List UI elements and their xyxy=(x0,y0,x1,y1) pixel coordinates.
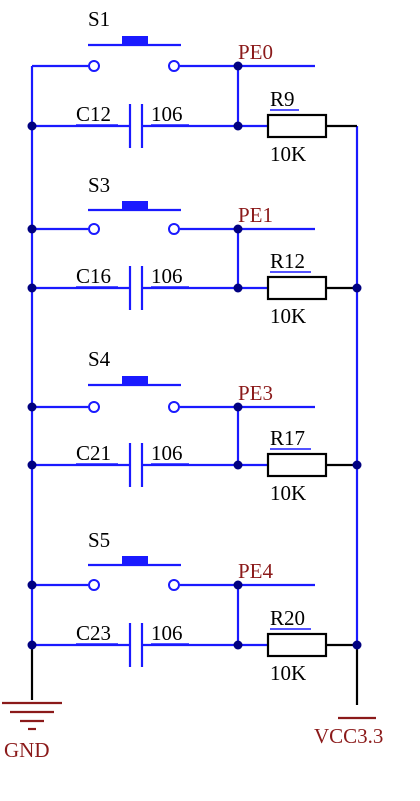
net-label: PE0 xyxy=(238,40,273,64)
switch-label: S5 xyxy=(88,528,110,552)
junction-dot xyxy=(27,283,37,293)
resistor-value: 10K xyxy=(270,661,306,685)
vcc-label: VCC3.3 xyxy=(314,724,383,748)
resistor-value: 10K xyxy=(270,142,306,166)
ground-label: GND xyxy=(4,738,50,762)
switch-label: S1 xyxy=(88,7,110,31)
capacitor-value: 106 xyxy=(151,621,183,645)
switch-actuator xyxy=(122,201,148,209)
switch-contact-left xyxy=(88,579,100,591)
ground-symbol xyxy=(2,701,62,731)
switch-contact-right xyxy=(168,223,180,235)
capacitor-label: C16 xyxy=(76,264,111,288)
resistor-label: R9 xyxy=(270,87,295,111)
junction-dot xyxy=(233,121,243,131)
switch-contact-left xyxy=(88,401,100,413)
capacitor-label: C21 xyxy=(76,441,111,465)
circuit-group-s1: S1 PE0 C12 106 R9 10K xyxy=(27,7,357,166)
switch-contact-left xyxy=(88,223,100,235)
capacitor-value: 106 xyxy=(151,441,183,465)
junction-dot xyxy=(233,224,243,234)
junction-dot xyxy=(27,580,37,590)
junction-dot xyxy=(27,460,37,470)
resistor-value: 10K xyxy=(270,481,306,505)
junction-dot xyxy=(352,283,362,293)
capacitor-value: 106 xyxy=(151,264,183,288)
switch-contact-right xyxy=(168,60,180,72)
junction-dot xyxy=(27,224,37,234)
resistor-body xyxy=(266,632,328,658)
junction-dot xyxy=(233,460,243,470)
junction-dot xyxy=(352,460,362,470)
switch-actuator xyxy=(122,36,148,44)
junction-dot xyxy=(233,402,243,412)
resistor-value: 10K xyxy=(270,304,306,328)
junction-dot xyxy=(352,640,362,650)
net-label: PE4 xyxy=(238,559,274,583)
junction-dot xyxy=(27,640,37,650)
switch-contact-left xyxy=(88,60,100,72)
switch-actuator xyxy=(122,376,148,384)
capacitor-label: C23 xyxy=(76,621,111,645)
circuit-group-s4: S4 PE3 C21 106 R17 10K xyxy=(27,347,362,505)
switch-contact-right xyxy=(168,401,180,413)
switch-label: S4 xyxy=(88,347,111,371)
junction-dot xyxy=(233,61,243,71)
switch-actuator xyxy=(122,556,148,564)
capacitor-label: C12 xyxy=(76,102,111,126)
switch-contact-right xyxy=(168,579,180,591)
resistor-label: R12 xyxy=(270,249,305,273)
resistor-body xyxy=(266,452,328,478)
junction-dot xyxy=(233,580,243,590)
circuit-group-s5: S5 PE4 C23 106 R20 10K xyxy=(27,528,362,685)
junction-dot xyxy=(233,283,243,293)
net-label: PE3 xyxy=(238,381,273,405)
capacitor-value: 106 xyxy=(151,102,183,126)
resistor-label: R20 xyxy=(270,606,305,630)
resistor-label: R17 xyxy=(270,426,305,450)
junction-dot xyxy=(27,402,37,412)
resistor-body xyxy=(266,113,328,139)
resistor-body xyxy=(266,275,328,301)
switch-label: S3 xyxy=(88,173,110,197)
junction-dot xyxy=(27,121,37,131)
net-label: PE1 xyxy=(238,203,273,227)
junction-dot xyxy=(233,640,243,650)
circuit-group-s3: S3 PE1 C16 106 R12 10K xyxy=(27,173,362,328)
